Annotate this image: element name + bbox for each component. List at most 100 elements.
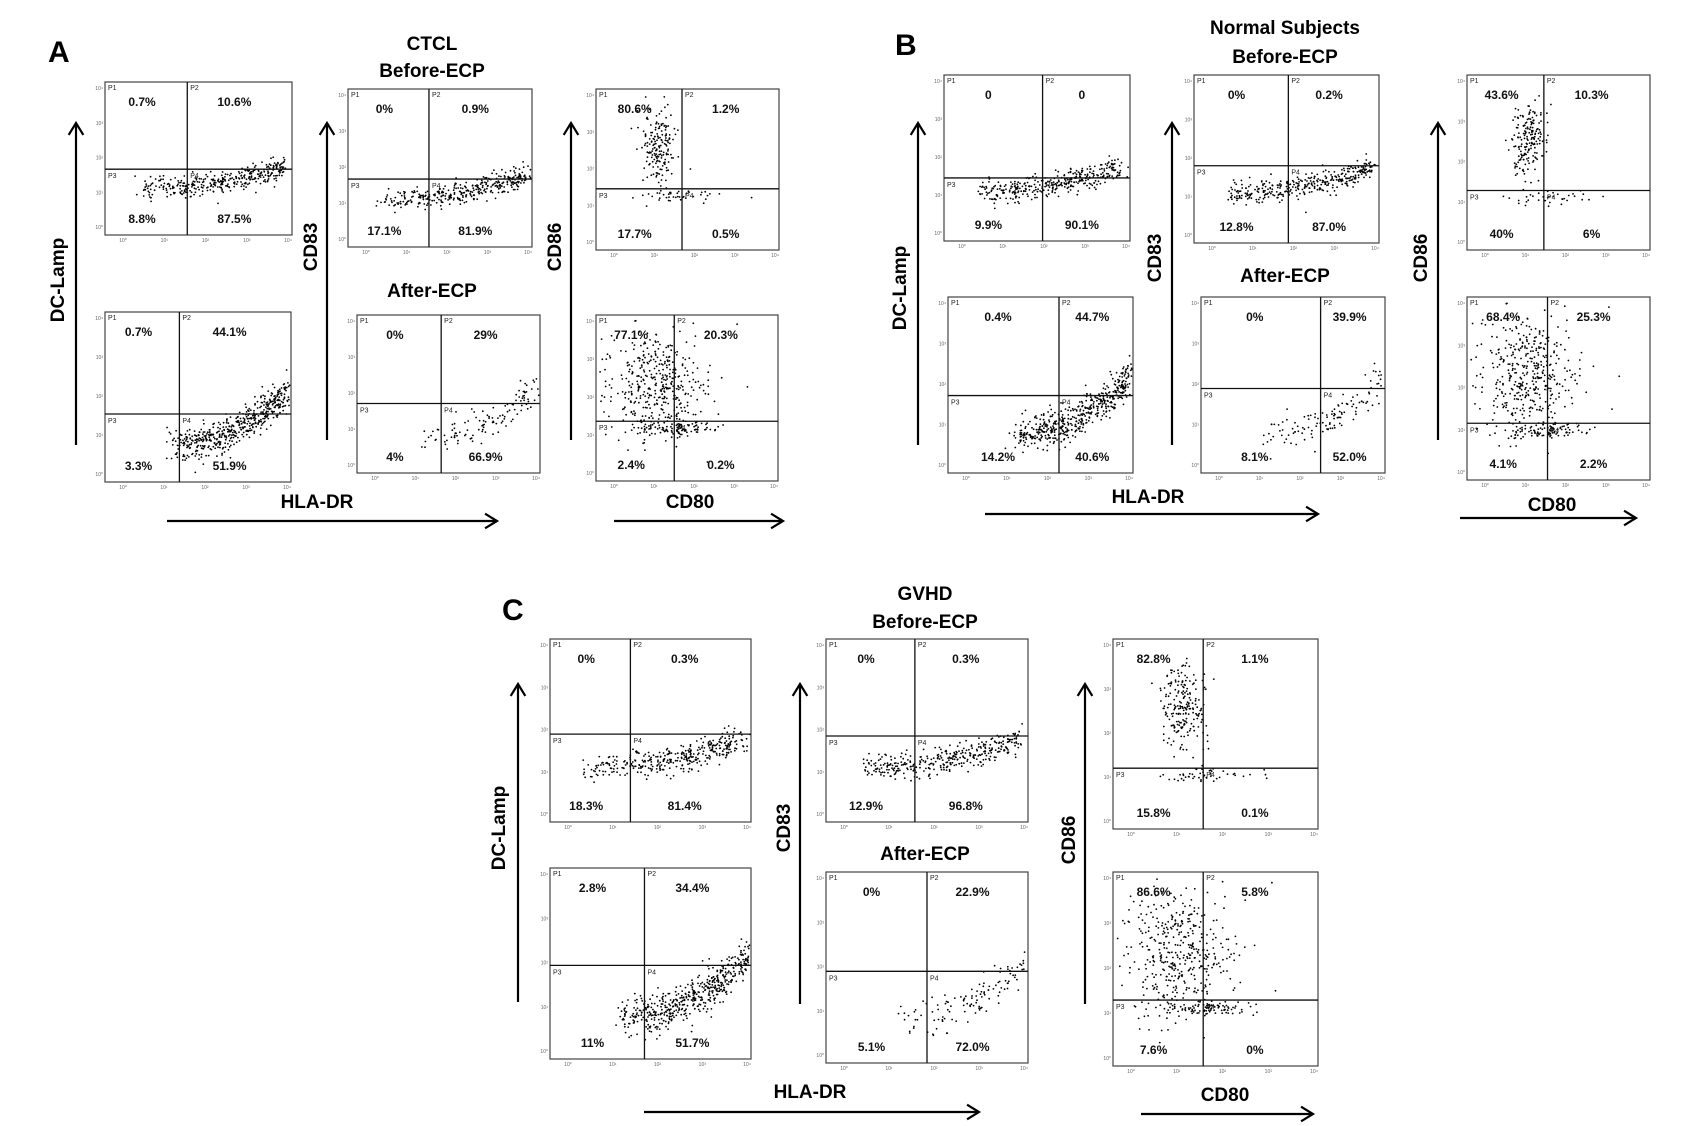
event-dot	[712, 744, 715, 747]
event-dot	[449, 196, 452, 198]
quadrant-value-q2: 0.3%	[671, 652, 699, 666]
event-dot	[276, 416, 279, 418]
event-dot	[1511, 364, 1514, 367]
event-dot	[649, 758, 652, 760]
event-dot	[181, 184, 184, 187]
event-dot	[514, 167, 517, 170]
event-dot	[678, 436, 681, 438]
event-dot	[1269, 186, 1272, 189]
event-dot	[1071, 407, 1074, 410]
y-tick-label: 10⁰	[586, 471, 594, 477]
event-dot	[220, 183, 222, 186]
event-dot	[657, 340, 659, 343]
event-dot	[684, 749, 687, 752]
event-dot	[232, 182, 235, 184]
panel-letter: C	[502, 594, 524, 627]
event-dot	[460, 193, 463, 196]
event-dot	[1564, 389, 1567, 392]
event-dot	[1537, 432, 1540, 435]
event-dot	[1099, 402, 1102, 405]
gate-label-p1: P1	[1204, 300, 1213, 307]
event-dot	[675, 445, 678, 448]
event-dot	[1379, 370, 1381, 373]
event-dot	[983, 186, 985, 189]
event-dot	[1084, 173, 1086, 176]
event-dot	[1566, 370, 1568, 372]
event-dot	[1495, 381, 1498, 384]
event-dot	[1268, 181, 1271, 184]
event-dot	[1092, 403, 1095, 405]
event-dot	[1106, 164, 1109, 167]
event-dot	[643, 167, 646, 170]
event-dot	[216, 438, 218, 441]
event-dot	[620, 374, 623, 377]
event-dot	[1508, 343, 1510, 346]
event-dot	[604, 385, 607, 388]
event-dot	[1120, 161, 1123, 164]
event-dot	[481, 184, 484, 187]
event-dot	[260, 172, 262, 175]
event-dot	[1057, 179, 1060, 182]
event-dot	[640, 421, 643, 424]
event-dot	[1529, 133, 1532, 136]
x-tick-label: 10⁰	[1208, 246, 1216, 252]
event-dot	[1484, 324, 1487, 326]
events	[375, 161, 532, 214]
event-dot	[700, 737, 703, 740]
event-dot	[1479, 373, 1482, 376]
event-dot	[611, 378, 614, 380]
event-dot	[185, 438, 188, 441]
event-dot	[743, 750, 746, 753]
event-dot	[883, 775, 885, 777]
event-dot	[275, 414, 278, 417]
event-dot	[616, 767, 619, 770]
event-dot	[1072, 409, 1075, 412]
event-dot	[662, 752, 665, 754]
event-dot	[281, 405, 284, 408]
event-dot	[530, 388, 533, 390]
x-tick-label: 10¹	[999, 244, 1007, 250]
event-dot	[1511, 388, 1514, 391]
event-dot	[276, 395, 278, 398]
event-dot	[1279, 430, 1281, 432]
event-dot	[1098, 398, 1100, 400]
event-dot	[643, 425, 646, 428]
event-dot	[989, 198, 991, 200]
plot-frame	[1193, 74, 1380, 244]
event-dot	[1043, 422, 1046, 425]
event-dot	[1524, 132, 1527, 135]
event-dot	[1366, 400, 1369, 403]
event-dot	[1014, 190, 1016, 192]
event-dot	[654, 433, 656, 435]
event-dot	[1529, 387, 1532, 389]
event-dot	[1035, 428, 1038, 431]
event-dot	[1533, 364, 1536, 367]
event-dot	[633, 344, 636, 346]
event-dot	[1104, 392, 1107, 395]
event-dot	[1269, 192, 1272, 195]
event-dot	[1060, 432, 1062, 435]
event-dot	[583, 771, 586, 774]
event-dot	[1063, 431, 1066, 434]
event-dot	[185, 440, 187, 442]
event-dot	[1273, 194, 1276, 197]
event-dot	[623, 760, 625, 763]
event-dot	[1341, 179, 1344, 182]
event-dot	[1301, 426, 1304, 429]
event-dot	[279, 166, 282, 169]
event-dot	[666, 430, 669, 433]
event-dot	[1511, 412, 1514, 414]
event-dot	[1548, 431, 1550, 434]
event-dot	[1592, 365, 1595, 368]
event-dot	[745, 737, 748, 740]
event-dot	[511, 181, 514, 183]
event-dot	[1543, 380, 1546, 383]
event-dot	[1338, 416, 1341, 419]
event-dot	[1303, 415, 1306, 418]
event-dot	[214, 437, 216, 440]
event-dot	[1514, 145, 1517, 148]
event-dot	[1530, 144, 1532, 147]
event-dot	[1517, 109, 1520, 111]
event-dot	[278, 396, 281, 399]
